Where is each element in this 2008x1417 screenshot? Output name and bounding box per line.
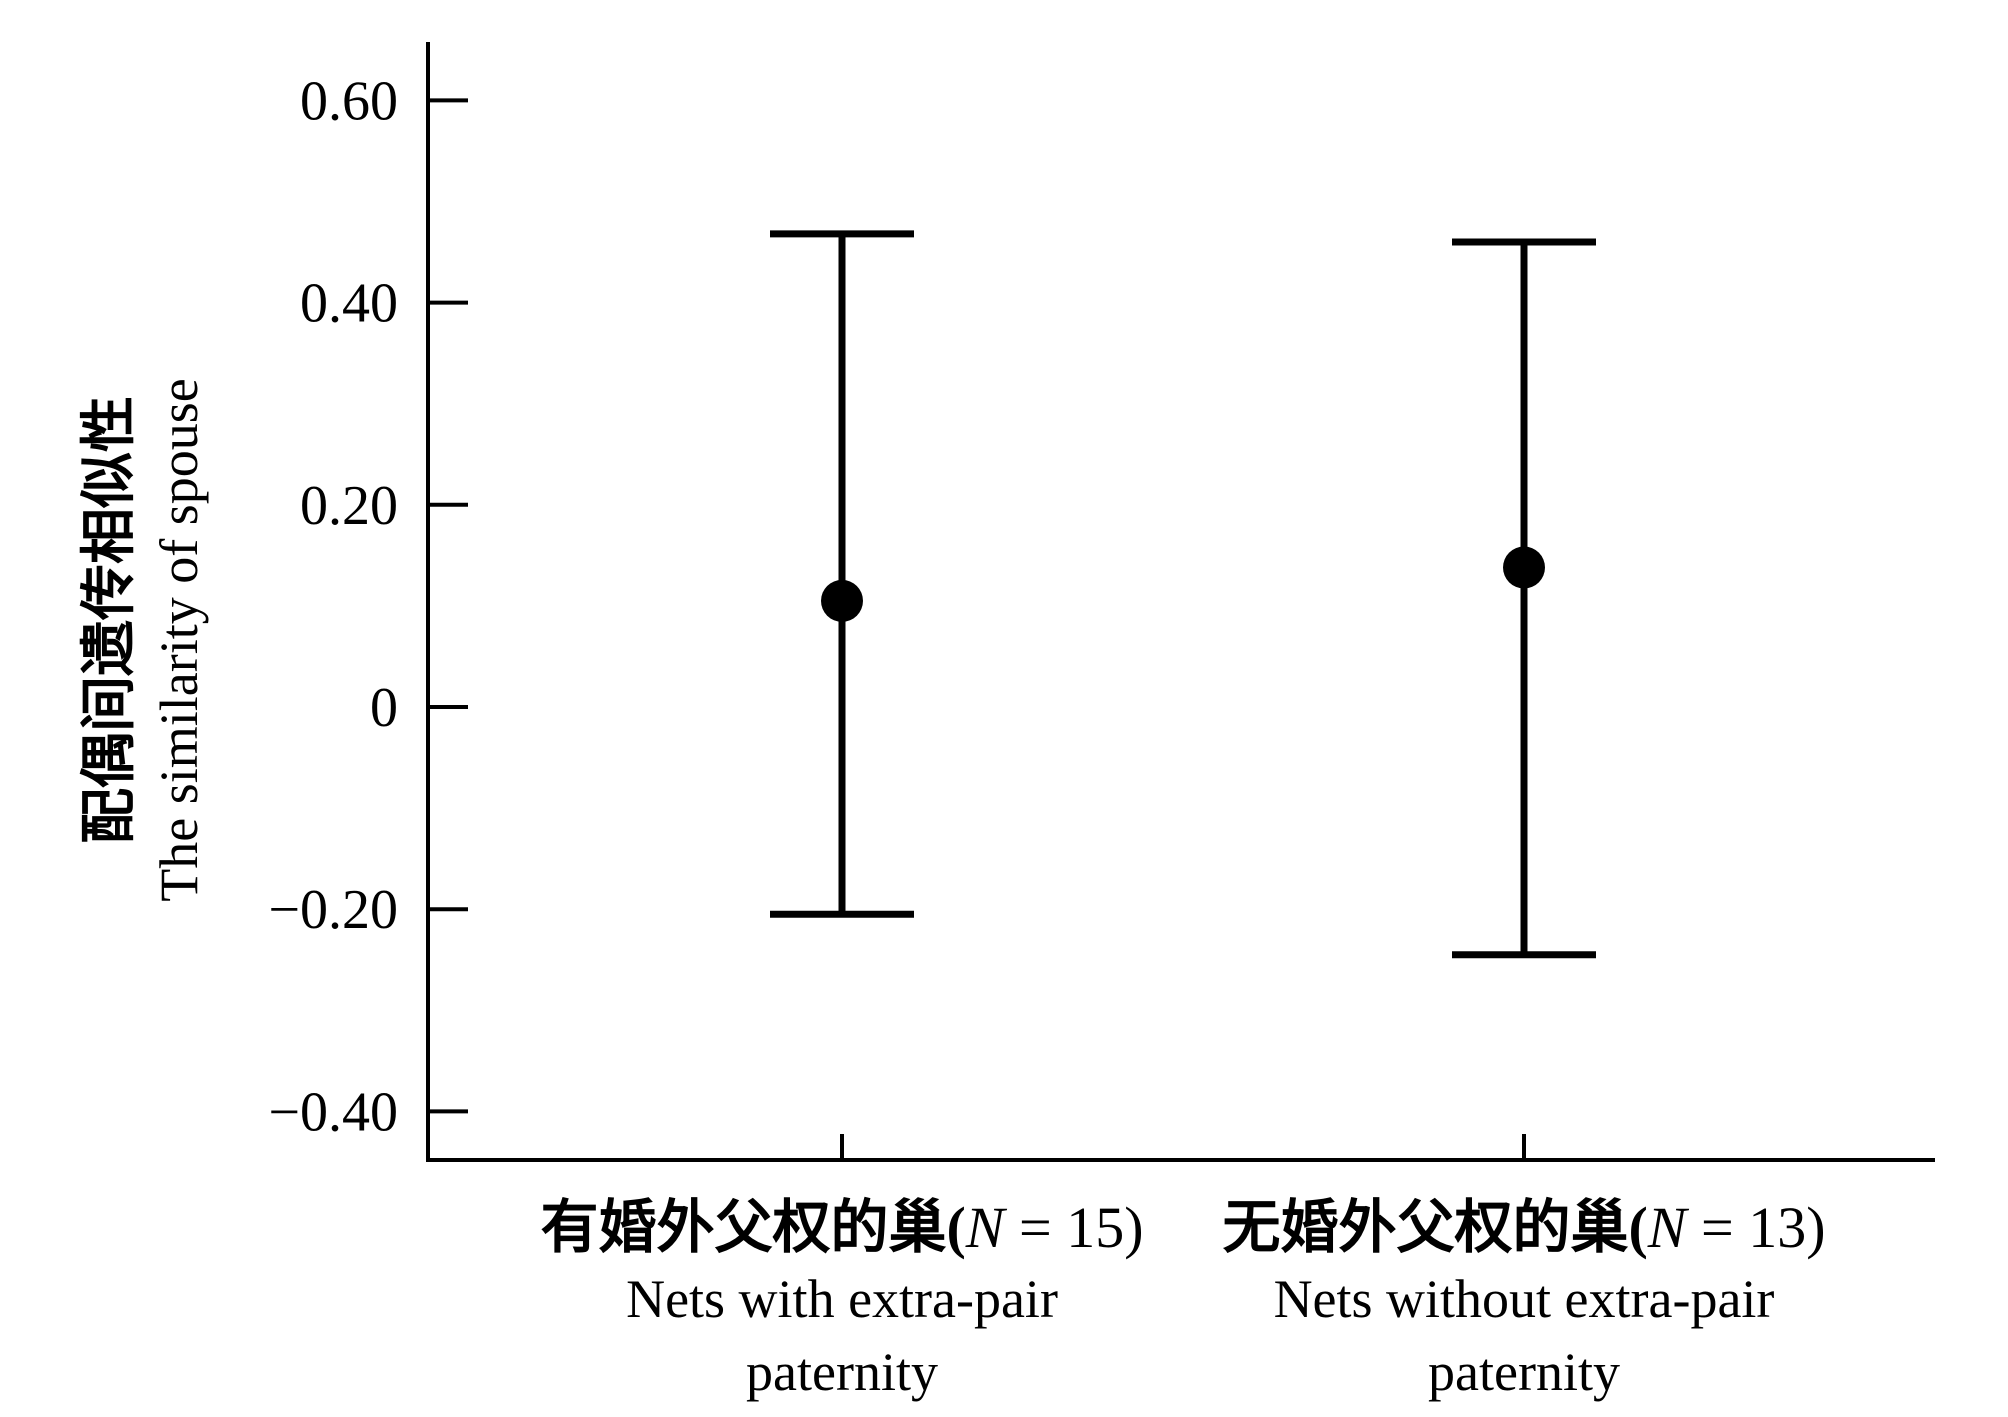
- y-tick-label: −0.40: [268, 1081, 398, 1143]
- y-axis-label-english: The similarity of spouse: [149, 378, 209, 901]
- category-label-english-line1: Nets without extra-pair: [1274, 1269, 1775, 1329]
- y-tick-label: 0.40: [300, 273, 398, 335]
- category-label-chinese: 有婚外父权的巢(N = 15): [540, 1195, 1143, 1260]
- category-label-english-line1: Nets with extra-pair: [626, 1269, 1058, 1329]
- x-axis-category-labels: 有婚外父权的巢(N = 15) Nets with extra-pair pater…: [540, 1195, 1825, 1402]
- y-tick-label: 0: [370, 677, 398, 739]
- error-bars: [770, 230, 1596, 1160]
- y-tick-label: 0.20: [300, 475, 398, 537]
- mean-point: [821, 579, 863, 622]
- y-axis-label-chinese: 配偶间遗传相似性: [79, 396, 141, 844]
- y-tick-label: 0.60: [300, 70, 398, 132]
- category-label-english-line2: paternity: [746, 1342, 938, 1402]
- category-label-english-line2: paternity: [1428, 1342, 1620, 1402]
- axes: [426, 42, 1935, 1162]
- mean-point: [1503, 546, 1545, 589]
- category-label-chinese: 无婚外父权的巢(N = 13): [1222, 1195, 1825, 1260]
- y-tick-label: −0.20: [268, 879, 398, 941]
- y-axis-ticks: −0.40 −0.20 0 0.20 0.40 0.60: [268, 70, 468, 1143]
